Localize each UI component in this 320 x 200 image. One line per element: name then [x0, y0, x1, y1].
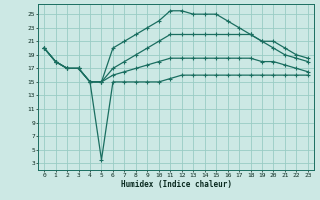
- X-axis label: Humidex (Indice chaleur): Humidex (Indice chaleur): [121, 180, 231, 189]
